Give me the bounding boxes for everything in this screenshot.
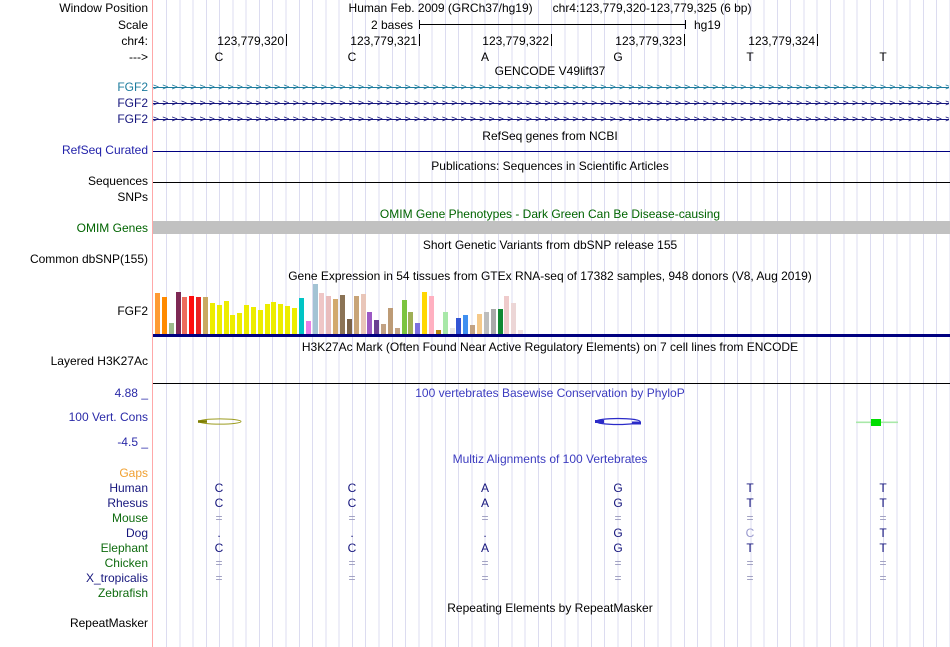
transcript-arrows-3[interactable]: >>>>>>>>>>>>>>>>>>>>>>>>>>>>>>>>>>>>>>>>… [153,114,949,127]
omim-title: OMIM Gene Phenotypes - Dark Green Can Be… [379,207,721,221]
omim-genes-bar[interactable] [153,221,950,234]
coordinate-row: 123,779,320 123,779,321 123,779,322 123,779… [0,34,950,48]
phylop-max-label: 4.88 _ [114,386,148,400]
window-position-label: Window Position [59,1,148,15]
phylop-mark-olive [198,418,242,425]
h3k27ac-label[interactable]: Layered H3K27Ac [50,354,148,368]
refseq-title: RefSeq genes from NCBI [482,129,618,143]
phylop-title: 100 vertebrates Basewise Conservation by… [415,386,685,400]
scale-value: 2 bases [370,18,413,32]
assembly-name: Human Feb. 2009 (GRCh37/hg19) [348,1,533,15]
base-letter: T [879,50,887,64]
base-letter: T [746,50,754,64]
multiz-species-label[interactable]: Gaps [119,466,148,480]
coordinate-tick [551,34,552,46]
refseq-curated-label[interactable]: RefSeq Curated [61,143,148,157]
dbsnp-title: Short Genetic Variants from dbSNP releas… [422,238,678,252]
gtex-gene-label[interactable]: FGF2 [117,304,148,318]
omim-genes-label[interactable]: OMIM Genes [76,221,148,235]
region-position: chr4:123,779,320-123,779,325 (6 bp) [552,1,752,15]
sequences-label[interactable]: Sequences [87,174,148,188]
base-letter: G [613,50,623,64]
coordinate-label: 123,779,322 [482,34,549,48]
coordinate-label: 123,779,320 [217,34,284,48]
label-boundary-line [152,0,153,647]
gene-label-fgf2-2[interactable]: FGF2 [117,96,148,110]
repeatmasker-label[interactable]: RepeatMasker [69,616,148,630]
coordinate-label: 123,779,324 [748,34,815,48]
gene-label-fgf2-3[interactable]: FGF2 [117,112,148,126]
phylop-mark-green [856,419,898,426]
multiz-species-label[interactable]: Dog [125,526,148,540]
scale-label: Scale [117,18,148,32]
coordinate-label: 123,779,323 [615,34,682,48]
multiz-title: Multiz Alignments of 100 Vertebrates [452,452,648,466]
multiz-species-label[interactable]: Chicken [104,556,148,570]
coordinate-tick [419,34,420,46]
multiz-species-label[interactable]: Rhesus [107,496,148,510]
base-letter: C [214,50,224,64]
coordinate-tick [286,34,287,46]
publications-title: Publications: Sequences in Scientific Ar… [431,159,669,173]
gene-label-fgf2-1[interactable]: FGF2 [117,80,148,94]
coordinate-label: 123,779,321 [350,34,417,48]
phylop-track-label[interactable]: 100 Vert. Cons [68,410,148,424]
gtex-bar [155,293,160,334]
strand-arrow-label: ---> [129,50,148,64]
gencode-title: GENCODE V49lift37 [494,64,606,78]
h3k27ac-baseline [153,383,950,384]
gtex-title: Gene Expression in 54 tissues from GTEx … [288,269,812,283]
transcript-arrows-2[interactable]: >>>>>>>>>>>>>>>>>>>>>>>>>>>>>>>>>>>>>>>>… [153,98,949,111]
multiz-species-label[interactable]: Mouse [111,511,148,525]
coordinate-tick [817,34,818,46]
genome-version: hg19 [694,18,721,32]
scale-bar [419,20,686,29]
coordinate-tick [684,34,685,46]
h3k27ac-title: H3K27Ac Mark (Often Found Near Active Re… [301,340,799,354]
phylop-mark-blue [595,417,641,426]
base-letter: A [480,50,490,64]
multiz-species-label[interactable]: Elephant [100,541,148,555]
chrom-label: chr4: [121,34,148,48]
refseq-curated-item[interactable] [153,151,950,152]
repeatmasker-title: Repeating Elements by RepeatMasker [447,601,653,615]
sequences-item[interactable] [153,182,950,183]
header-position-line: Human Feb. 2009 (GRCh37/hg19) chr4:123,77… [153,2,947,15]
snps-label[interactable]: SNPs [117,190,148,204]
multiz-species-label[interactable]: X_tropicalis [85,571,148,585]
gtex-baseline [153,334,950,337]
multiz-species-label[interactable]: Human [109,481,148,495]
dbsnp-label[interactable]: Common dbSNP(155) [29,252,148,266]
base-letter: C [347,50,357,64]
multiz-species-label[interactable]: Zebrafish [97,586,148,600]
phylop-min-label: -4.5 _ [117,435,148,449]
transcript-arrows-1[interactable]: >>>>>>>>>>>>>>>>>>>>>>>>>>>>>>>>>>>>>>>>… [153,82,949,95]
